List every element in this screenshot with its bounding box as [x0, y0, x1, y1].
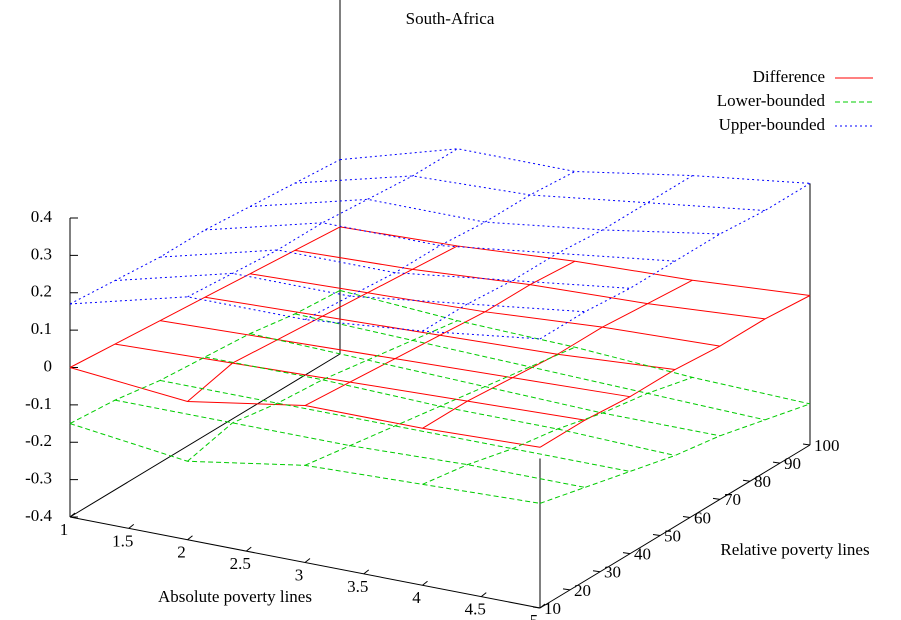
x-tick — [128, 523, 135, 529]
z-tick-label: 0.4 — [31, 207, 53, 226]
x-tick-label: 1 — [60, 520, 69, 539]
surface-row — [294, 175, 766, 212]
x-tick-label: 5 — [530, 611, 539, 620]
surface-row — [249, 273, 721, 347]
surface-column — [539, 403, 811, 504]
z-tick-label: -0.1 — [25, 394, 52, 413]
surface-row — [69, 367, 541, 448]
chart-title: South-Africa — [406, 9, 495, 28]
x-tick-label: 1.5 — [112, 531, 133, 550]
z-tick-label: 0.1 — [31, 319, 52, 338]
surface-column — [422, 175, 693, 332]
x-tick — [187, 535, 193, 541]
y-tick-label: 80 — [754, 472, 771, 491]
y-tick — [712, 497, 721, 500]
y-tick — [622, 552, 631, 555]
surface-column — [304, 171, 576, 321]
y-tick-label: 90 — [784, 454, 801, 473]
z-tick-label: -0.2 — [25, 431, 52, 450]
x-axis-label: Absolute poverty lines — [158, 587, 312, 606]
y-tick — [772, 461, 781, 464]
surface-row — [204, 296, 676, 371]
y-tick-label: 40 — [634, 545, 651, 564]
surface-row — [294, 313, 766, 421]
y-tick-label: 30 — [604, 563, 621, 582]
surface-row — [69, 296, 541, 340]
x-tick — [245, 546, 252, 552]
x-tick — [422, 580, 428, 586]
surface-row — [249, 198, 721, 235]
z-tick-label: -0.3 — [25, 469, 52, 488]
x-tick — [363, 569, 370, 575]
x-tick — [539, 603, 546, 609]
surface-column — [304, 346, 576, 466]
z-tick-label: 0.2 — [31, 282, 52, 301]
y-tick — [562, 588, 571, 591]
surface-column — [539, 182, 811, 340]
y-tick-label: 60 — [694, 508, 711, 527]
y-tick-label: 50 — [664, 526, 681, 545]
x-tick-label: 2 — [177, 543, 186, 562]
y-tick-label: 70 — [724, 490, 741, 509]
x-tick-label: 3 — [295, 565, 304, 584]
z-tick-label: 0.3 — [31, 244, 52, 263]
legend-label: Lower-bounded — [717, 91, 826, 110]
surface-column — [422, 376, 693, 485]
surface-row — [339, 148, 811, 184]
legend-label: Upper-bounded — [719, 115, 826, 134]
y-axis-label: Relative poverty lines — [720, 540, 869, 559]
surface-column — [187, 148, 458, 298]
y-tick-label: 10 — [544, 599, 561, 618]
y-tick — [592, 570, 601, 573]
z-tick-label: -0.4 — [25, 506, 52, 525]
surface-row — [339, 289, 811, 405]
surface-column — [69, 290, 341, 425]
x-tick — [69, 512, 76, 518]
y-tick — [802, 443, 811, 446]
x-tick — [304, 558, 311, 563]
z-tick-label: 0 — [44, 356, 53, 375]
surface-column — [304, 260, 576, 406]
x-tick-label: 4 — [412, 588, 421, 607]
surface-column — [539, 295, 811, 448]
y-tick-label: 20 — [574, 581, 591, 600]
surface-column — [69, 159, 341, 305]
x-tick — [480, 592, 487, 598]
y-tick — [682, 515, 691, 518]
y-tick — [652, 534, 661, 537]
x-tick-label: 4.5 — [465, 600, 486, 619]
surface-row — [114, 399, 586, 488]
y-tick-label: 100 — [814, 436, 840, 455]
legend-label: Difference — [753, 67, 825, 86]
y-tick — [532, 606, 541, 609]
x-tick-label: 2.5 — [230, 554, 251, 573]
y-tick — [742, 479, 751, 482]
surface-column — [422, 279, 693, 429]
surface-column — [187, 320, 458, 462]
axis-line — [539, 444, 811, 609]
axis-line — [69, 353, 341, 518]
x-tick-label: 3.5 — [347, 577, 368, 596]
surface-column — [187, 245, 458, 402]
surface-column — [69, 226, 341, 368]
